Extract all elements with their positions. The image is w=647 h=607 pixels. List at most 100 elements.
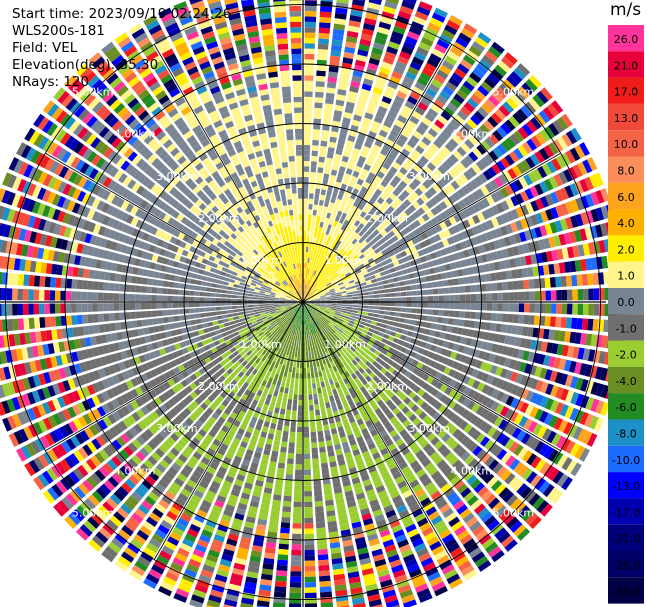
range-gate xyxy=(412,251,420,259)
range-gate xyxy=(392,175,402,184)
range-gate xyxy=(389,519,401,529)
range-gate xyxy=(294,480,302,486)
range-gate xyxy=(338,343,344,349)
range-gate xyxy=(368,291,374,295)
range-gate xyxy=(517,349,525,360)
range-gate xyxy=(421,213,430,222)
range-gate xyxy=(361,285,368,290)
range-gate xyxy=(357,405,365,413)
range-gate xyxy=(381,124,391,133)
range-gate xyxy=(380,192,388,201)
range-gate xyxy=(326,407,332,414)
range-gate xyxy=(359,386,367,393)
range-gate xyxy=(304,555,315,561)
range-gate xyxy=(325,162,332,170)
range-gate xyxy=(559,218,569,231)
range-gate xyxy=(319,274,325,280)
range-gate xyxy=(393,143,403,152)
range-gate xyxy=(333,110,343,117)
range-gate xyxy=(288,442,295,449)
range-gate xyxy=(369,324,376,330)
range-gate xyxy=(343,329,350,335)
range-gate xyxy=(404,318,411,324)
range-gate xyxy=(310,274,314,281)
range-gate xyxy=(334,332,340,338)
range-gate xyxy=(304,75,314,81)
range-gate xyxy=(383,315,390,320)
range-gate xyxy=(339,314,346,318)
range-gate xyxy=(304,107,312,113)
range-gate xyxy=(327,274,333,280)
range-gate xyxy=(422,302,428,308)
range-gate xyxy=(491,90,504,103)
range-gate xyxy=(313,393,318,400)
range-gate xyxy=(333,23,346,31)
range-gate xyxy=(453,499,465,511)
range-gate xyxy=(311,289,317,294)
range-gate xyxy=(502,292,509,301)
range-gate xyxy=(328,323,334,329)
range-gate xyxy=(323,287,329,292)
range-gate xyxy=(434,391,444,400)
range-gate xyxy=(350,443,359,452)
range-gate xyxy=(362,181,371,189)
range-gate xyxy=(338,284,345,288)
range-gate xyxy=(399,317,406,323)
range-gate xyxy=(449,262,457,270)
range-gate xyxy=(280,522,291,529)
range-gate xyxy=(277,419,284,426)
range-gate xyxy=(374,420,382,429)
range-gate xyxy=(421,315,428,321)
range-gate xyxy=(361,218,368,226)
range-gate xyxy=(509,181,519,193)
range-gate xyxy=(326,445,334,452)
range-gate xyxy=(315,314,320,320)
range-gate xyxy=(465,411,475,422)
range-gate xyxy=(584,364,593,377)
range-gate xyxy=(354,453,363,462)
range-gate xyxy=(590,334,598,347)
range-gate xyxy=(341,322,348,327)
range-gate xyxy=(318,249,323,256)
range-gate xyxy=(361,428,369,436)
range-gate xyxy=(468,320,476,329)
range-gate xyxy=(411,296,418,302)
range-gate xyxy=(361,83,372,92)
range-gate xyxy=(446,471,458,482)
range-gate xyxy=(555,276,562,288)
range-gate xyxy=(514,257,522,267)
range-gate xyxy=(280,381,286,388)
range-gate xyxy=(416,588,431,598)
range-gate xyxy=(325,229,331,236)
range-gate xyxy=(564,405,574,419)
range-gate xyxy=(308,263,311,269)
range-gate xyxy=(306,279,309,285)
range-gate xyxy=(304,517,314,524)
range-gate xyxy=(358,360,365,367)
range-gate xyxy=(279,386,285,393)
range-gate xyxy=(424,531,437,542)
range-gate xyxy=(332,326,338,332)
range-gate xyxy=(600,402,610,416)
range-gate xyxy=(329,55,341,63)
range-gate xyxy=(291,372,296,379)
range-gate xyxy=(409,533,422,543)
range-gate xyxy=(544,316,551,327)
range-gate xyxy=(395,438,404,447)
range-gate xyxy=(347,304,353,307)
range-gate xyxy=(293,361,297,368)
range-gate xyxy=(334,339,340,345)
range-gate xyxy=(407,66,420,76)
range-gate xyxy=(309,303,316,305)
range-gate xyxy=(549,277,557,288)
range-gate xyxy=(484,98,497,111)
range-gate xyxy=(468,547,482,559)
range-gate xyxy=(423,166,433,176)
range-gate xyxy=(334,382,341,389)
range-gate xyxy=(333,203,340,211)
range-gate xyxy=(502,101,515,114)
range-gate xyxy=(383,90,394,100)
range-gate xyxy=(424,462,435,472)
range-gate xyxy=(396,215,404,223)
range-gate xyxy=(467,217,476,227)
